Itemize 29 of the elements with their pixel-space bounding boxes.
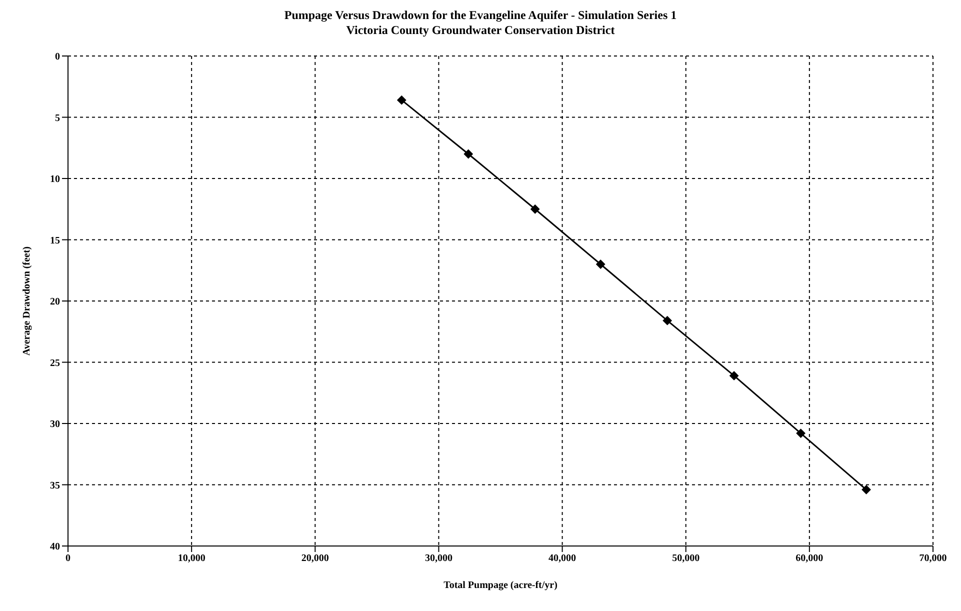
chart-title: Pumpage Versus Drawdown for the Evangeline Aquifer - Simulation Series 1 xyxy=(283,8,678,23)
point xyxy=(862,485,871,494)
point xyxy=(730,371,739,380)
y-tick-label: 5 xyxy=(55,112,60,124)
x-tick-label: 10,000 xyxy=(178,553,206,564)
y-tick-label: 15 xyxy=(50,235,60,246)
point xyxy=(796,428,806,438)
x-tick-label: 50,000 xyxy=(672,553,700,564)
y-tick-label: 10 xyxy=(50,174,60,186)
x-tick-label: 0 xyxy=(66,553,70,564)
y-tick-label: 20 xyxy=(50,296,60,308)
x-tick-label: 70,000 xyxy=(919,553,947,564)
x-tick-label: 30,000 xyxy=(424,553,452,564)
y-axis-title: Average Drawdown (feet) xyxy=(22,246,33,356)
point xyxy=(530,204,540,214)
x-axis-title: Total Pumpage (acre-ft/yr) xyxy=(444,580,558,591)
point xyxy=(662,316,672,326)
point xyxy=(596,260,606,269)
y-tick-label: 40 xyxy=(50,542,60,553)
y-tick-label: 0 xyxy=(55,52,60,63)
x-tick-label: 40,000 xyxy=(548,553,576,564)
x-tick-label: 60,000 xyxy=(796,553,824,564)
chart-subtitle: Victoria County Groundwater Conservation District xyxy=(345,23,616,38)
point xyxy=(464,150,473,158)
y-tick-label: 30 xyxy=(50,419,60,430)
x-tick-label: 20,000 xyxy=(301,553,329,564)
y-tick-label: 25 xyxy=(50,358,60,369)
point xyxy=(397,96,406,105)
y-tick-label: 35 xyxy=(50,480,60,492)
